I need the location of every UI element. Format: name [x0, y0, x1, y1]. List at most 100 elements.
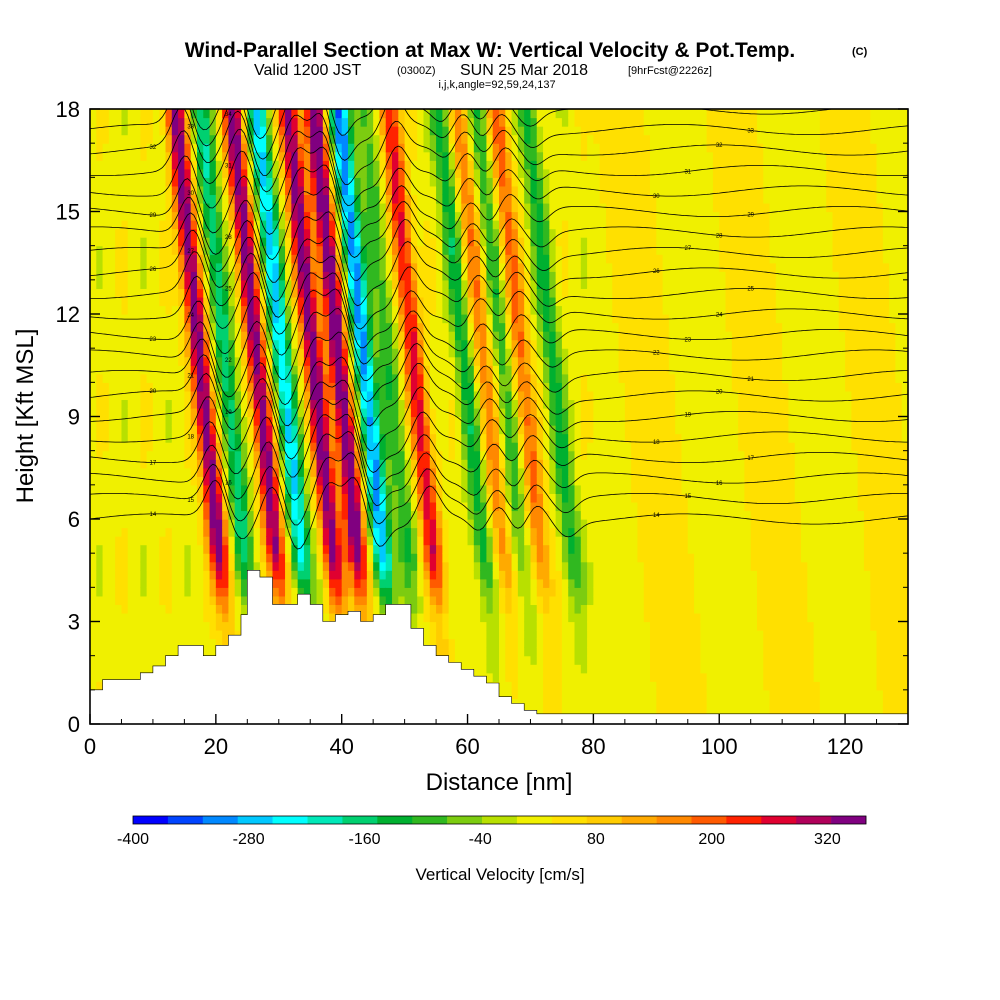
velocity-cell — [234, 322, 242, 332]
velocity-cell — [278, 245, 286, 255]
velocity-cell — [215, 519, 223, 529]
velocity-cell — [392, 237, 399, 247]
velocity-cell — [505, 279, 513, 289]
velocity-cell — [398, 519, 406, 529]
velocity-cell — [429, 459, 437, 469]
velocity-cell — [499, 237, 506, 247]
velocity-cell — [473, 647, 481, 657]
velocity-cell — [303, 117, 311, 127]
velocity-cell — [379, 467, 387, 477]
velocity-cell — [461, 245, 469, 255]
velocity-cell — [203, 194, 211, 204]
velocity-cell — [115, 237, 123, 247]
velocity-cell — [373, 262, 381, 272]
velocity-cell — [171, 604, 179, 614]
velocity-cell — [178, 570, 185, 580]
velocity-cell — [102, 177, 110, 187]
velocity-cell — [473, 664, 481, 674]
velocity-cell — [461, 553, 469, 563]
velocity-cell — [241, 305, 248, 315]
velocity-cell — [467, 425, 475, 435]
velocity-cell — [159, 271, 167, 281]
velocity-cell — [266, 519, 274, 529]
velocity-cell — [492, 134, 500, 144]
velocity-cell — [190, 519, 198, 529]
velocity-cell — [90, 570, 97, 580]
velocity-cell — [253, 168, 261, 178]
velocity-cell — [266, 544, 274, 554]
velocity-cell — [146, 638, 154, 648]
velocity-cell — [423, 194, 431, 204]
velocity-cell — [310, 433, 318, 443]
velocity-cell — [291, 262, 299, 272]
velocity-cell — [322, 536, 330, 546]
velocity-cell — [360, 527, 368, 537]
velocity-cell — [417, 339, 425, 349]
velocity-cell — [335, 553, 343, 563]
velocity-cell — [366, 561, 374, 571]
velocity-cell — [366, 493, 374, 503]
velocity-cell — [398, 450, 406, 460]
velocity-cell — [379, 578, 387, 588]
velocity-cell — [423, 365, 431, 375]
velocity-cell — [190, 151, 198, 161]
velocity-cell — [480, 237, 488, 247]
velocity-cell — [228, 484, 236, 494]
velocity-cell — [499, 134, 506, 144]
velocity-cell — [102, 305, 110, 315]
velocity-cell — [134, 373, 141, 383]
velocity-cell — [127, 501, 135, 512]
velocity-cell — [480, 109, 488, 119]
velocity-cell — [222, 279, 230, 289]
velocity-cell — [196, 510, 204, 520]
velocity-cell — [115, 587, 123, 597]
velocity-cell — [134, 604, 141, 614]
velocity-cell — [90, 484, 97, 494]
velocity-cell — [108, 442, 116, 452]
velocity-cell — [322, 433, 330, 443]
velocity-cell — [329, 510, 336, 520]
velocity-cell — [96, 407, 104, 418]
velocity-cell — [152, 570, 160, 580]
velocity-cell — [335, 467, 343, 477]
velocity-cell — [480, 373, 488, 383]
velocity-cell — [379, 527, 387, 537]
velocity-cell — [165, 220, 173, 230]
velocity-cell — [203, 459, 211, 469]
velocity-cell — [159, 467, 167, 477]
velocity-cell — [473, 595, 481, 606]
velocity-cell — [347, 134, 355, 144]
velocity-cell — [499, 467, 506, 477]
velocity-cell — [347, 254, 355, 264]
velocity-cell — [222, 476, 230, 486]
velocity-cell — [373, 390, 381, 401]
velocity-cell — [165, 185, 173, 196]
velocity-cell — [366, 467, 374, 477]
velocity-cell — [102, 416, 110, 426]
velocity-cell — [341, 527, 349, 537]
velocity-cell — [423, 177, 431, 187]
velocity-cell — [423, 288, 431, 298]
velocity-cell — [442, 425, 450, 435]
velocity-cell — [360, 262, 368, 272]
velocity-cell — [96, 459, 104, 469]
velocity-cell — [486, 168, 494, 178]
velocity-cell — [385, 365, 393, 375]
velocity-cell — [366, 570, 374, 580]
velocity-cell — [404, 493, 412, 503]
velocity-cell — [310, 211, 318, 221]
velocity-cell — [454, 621, 462, 631]
velocity-cell — [423, 185, 431, 196]
velocity-cell — [454, 373, 462, 383]
velocity-cell — [417, 254, 425, 264]
velocity-cell — [410, 271, 418, 281]
velocity-cell — [278, 407, 286, 418]
velocity-cell — [278, 356, 286, 366]
velocity-cell — [159, 416, 167, 426]
velocity-cell — [379, 450, 387, 460]
velocity-cell — [404, 254, 412, 264]
velocity-cell — [127, 416, 135, 426]
velocity-cell — [429, 442, 437, 452]
velocity-cell — [165, 126, 173, 136]
velocity-cell — [190, 561, 198, 571]
